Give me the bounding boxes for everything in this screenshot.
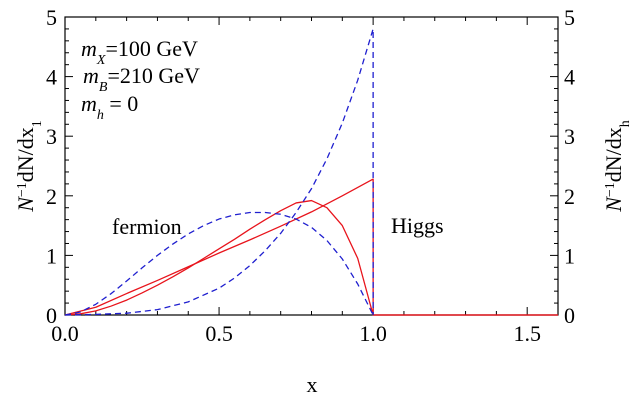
param-mx: mX=100 GeV <box>81 36 198 68</box>
y-tick-label-left: 0 <box>46 303 57 328</box>
y-tick-label-right: 1 <box>564 243 575 268</box>
plot-frame <box>64 16 559 316</box>
y-tick-label-left: 5 <box>46 5 57 30</box>
y-tick-label-right: 3 <box>564 124 575 149</box>
axis-ticks: 0.0 0.5 1.0 1.5 0 0 1 1 2 2 3 3 4 4 5 5 <box>46 5 575 346</box>
x-tick-label: 0.0 <box>51 321 79 346</box>
higgs-label: Higgs <box>391 213 444 238</box>
x-tick-label: 1.5 <box>513 321 541 346</box>
series-line-1 <box>64 199 558 316</box>
x-tick-label: 0.5 <box>205 321 233 346</box>
y-tick-label-right: 5 <box>564 5 575 30</box>
y-tick-label-left: 4 <box>46 65 57 90</box>
y-tick-label-right: 2 <box>564 184 575 209</box>
x-tick-label: 1.0 <box>359 321 387 346</box>
series-line-3 <box>64 211 374 316</box>
fermion-label: fermion <box>112 214 182 239</box>
y-tick-label-right: 4 <box>564 65 575 90</box>
y-tick-label-right: 0 <box>564 303 575 328</box>
y-axis-label-left: N−1dN/dx1 <box>13 120 45 213</box>
y-tick-label-left: 2 <box>46 184 57 209</box>
series-line-4 <box>64 28 374 316</box>
x-axis-label: x <box>307 372 318 397</box>
series-group <box>64 28 558 316</box>
y-tick-label-left: 3 <box>46 124 57 149</box>
param-mh: mh = 0 <box>81 91 138 123</box>
series-line-2 <box>64 178 558 316</box>
y-axis-label-right: N−1dN/dxh <box>601 120 631 213</box>
y-tick-label-left: 1 <box>46 243 57 268</box>
param-mb: mB=210 GeV <box>83 63 200 95</box>
